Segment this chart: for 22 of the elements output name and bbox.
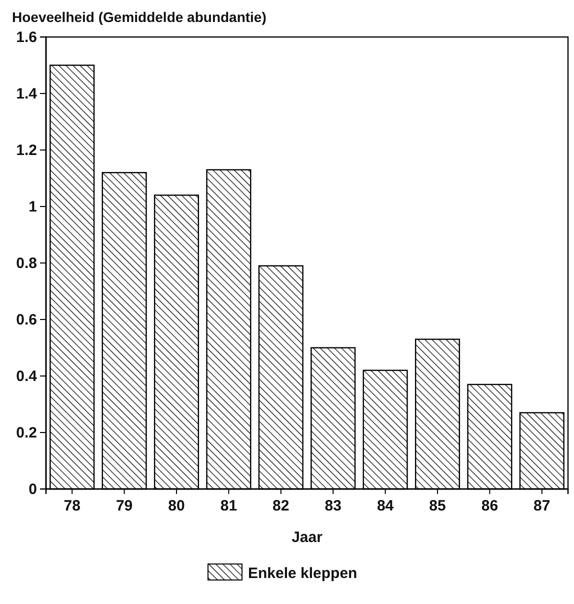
x-tick-label: 85 (429, 498, 446, 514)
x-tick-label: 83 (324, 498, 342, 514)
y-tick-label: 0.2 (16, 424, 37, 442)
y-tick-label: 0 (28, 480, 37, 498)
x-axis-title: Jaar (292, 529, 323, 546)
y-tick-label: 1.4 (16, 85, 38, 102)
y-axis-title: Hoeveelheid (Gemiddelde abundantie) (12, 9, 266, 25)
x-tick-label: 87 (534, 498, 550, 514)
y-tick-label: 1 (28, 198, 37, 216)
x-tick-label: 78 (64, 498, 80, 514)
y-tick-label: 0.6 (16, 311, 37, 328)
y-tick-label: 0.4 (16, 368, 38, 385)
y-tick-label: 0.8 (16, 254, 37, 272)
legend-label: Enkele kleppen (248, 565, 358, 582)
x-tick-label: 84 (376, 498, 394, 514)
x-tick-label: 79 (116, 498, 133, 514)
x-tick-label: 86 (481, 498, 498, 514)
x-tick-label: 81 (220, 498, 238, 514)
x-tick-label: 82 (272, 498, 290, 514)
y-tick-label: 1.2 (16, 142, 37, 159)
x-tick-label: 80 (168, 498, 185, 514)
y-tick-label: 1.6 (16, 28, 37, 46)
